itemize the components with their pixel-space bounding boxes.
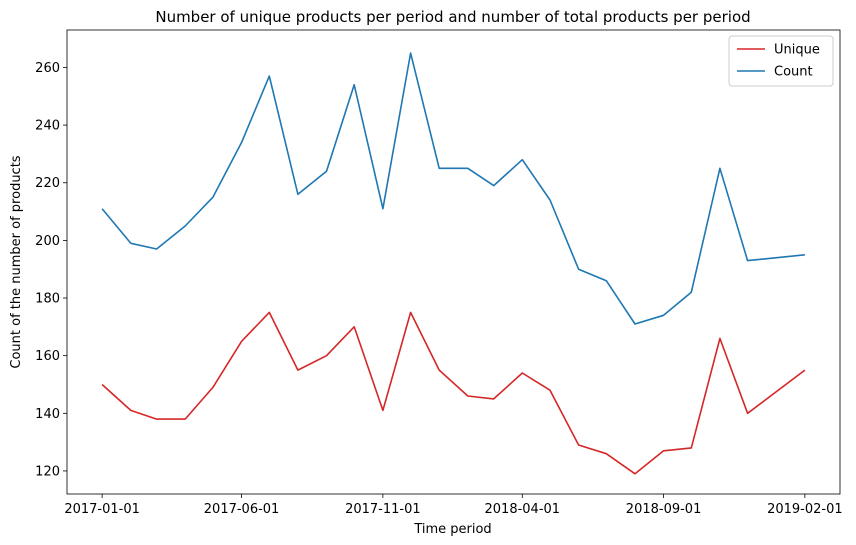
legend-label-count: Count	[774, 65, 813, 80]
y-tick-label: 180	[35, 292, 60, 307]
legend: Unique Count	[728, 35, 834, 87]
series-line-unique	[101, 311, 806, 475]
y-axis-label: Count of the number of products	[9, 155, 24, 368]
y-tick-label: 200	[35, 234, 60, 249]
y-tick-label: 220	[35, 176, 60, 191]
x-axis-label: Time period	[413, 522, 491, 537]
x-tick-label: 2018-09-01	[626, 502, 702, 517]
y-tick-label: 240	[35, 119, 60, 134]
x-tick-label: 2017-01-01	[64, 502, 140, 517]
y-tick-label: 120	[35, 464, 60, 479]
x-tick-label: 2017-11-01	[345, 502, 421, 517]
series-line-count	[101, 52, 805, 325]
y-tick-label: 260	[35, 61, 60, 76]
x-tick-label: 2018-04-01	[485, 502, 561, 517]
legend-label-unique: Unique	[774, 43, 820, 58]
axes-frame	[66, 29, 841, 495]
plot-area: 120 140 160 180 200 220 240 260 2017-01-01 2017-0…	[35, 29, 843, 517]
x-tick-label: 2017-06-01	[204, 502, 280, 517]
x-tick-label: 2019-02-01	[767, 502, 843, 517]
y-tick-label: 160	[35, 349, 60, 364]
chart-title: Number of unique products per period and…	[155, 8, 750, 26]
y-tick-label: 140	[35, 407, 60, 422]
